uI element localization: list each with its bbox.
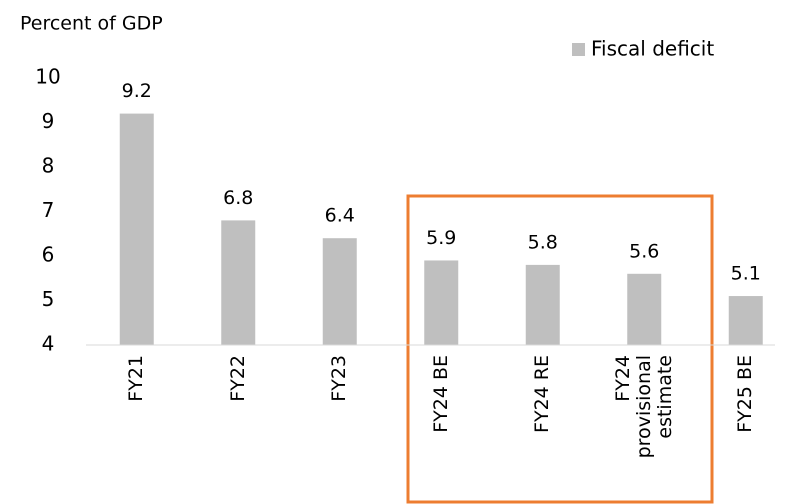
bar [627, 273, 662, 345]
value-label: 9.2 [122, 80, 152, 102]
x-tick-label: FY24 RE [531, 355, 554, 433]
bar [119, 113, 154, 345]
x-tick-label: FY24 provisional estimate [611, 355, 676, 459]
bar [728, 296, 763, 345]
highlight-box [406, 194, 714, 504]
y-tick-label: 10 [35, 65, 60, 89]
legend-swatch [572, 43, 585, 56]
value-label: 6.8 [223, 187, 253, 209]
y-tick-label: 8 [42, 154, 55, 178]
legend-label: Fiscal deficit [591, 37, 714, 61]
y-tick-label: 7 [42, 198, 55, 222]
value-label: 5.1 [731, 263, 761, 285]
bar [424, 260, 459, 345]
x-tick-label: FY23 [328, 355, 351, 402]
x-tick-label: FY22 [226, 355, 249, 402]
y-tick-label: 4 [42, 332, 55, 356]
bar [525, 264, 560, 345]
value-label: 5.9 [426, 227, 456, 249]
y-axis-title: Percent of GDP [20, 13, 163, 35]
value-label: 6.4 [325, 205, 355, 227]
value-label: 5.8 [528, 231, 558, 253]
y-tick-label: 5 [42, 287, 55, 311]
x-tick-label: FY24 BE [429, 355, 452, 433]
bar [221, 220, 256, 345]
y-tick-label: 9 [42, 109, 55, 133]
value-label: 5.6 [629, 240, 659, 262]
y-tick-label: 6 [42, 243, 55, 267]
x-tick-label: FY25 BE [734, 355, 757, 433]
x-tick-label: FY21 [125, 355, 148, 402]
bar [322, 238, 357, 345]
